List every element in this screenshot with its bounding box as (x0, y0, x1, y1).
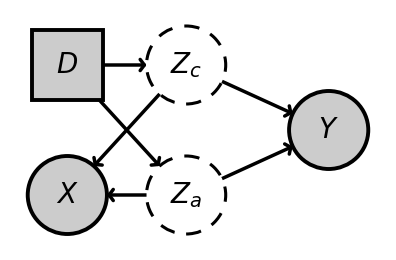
FancyBboxPatch shape (32, 30, 103, 100)
Text: $\mathit{X}$: $\mathit{X}$ (56, 181, 79, 209)
Ellipse shape (147, 26, 226, 104)
Ellipse shape (147, 156, 226, 234)
Text: $\mathit{Y}$: $\mathit{Y}$ (318, 116, 339, 144)
Text: $\mathit{Z}_{a}$: $\mathit{Z}_{a}$ (170, 180, 202, 210)
Ellipse shape (28, 156, 107, 234)
Text: $\mathit{D}$: $\mathit{D}$ (56, 51, 78, 79)
Text: $\mathit{Z}_{c}$: $\mathit{Z}_{c}$ (170, 50, 202, 80)
Ellipse shape (289, 91, 368, 169)
